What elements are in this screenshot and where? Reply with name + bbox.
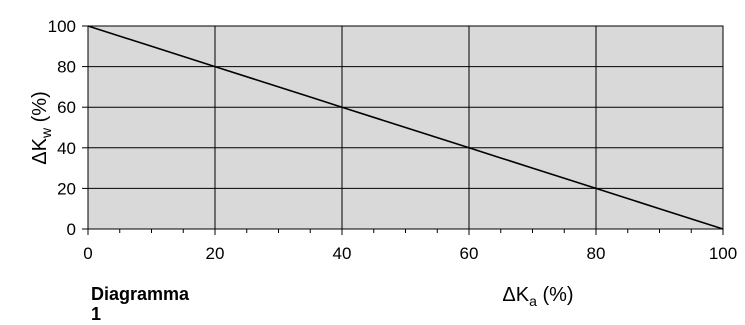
- x-tick-label: 80: [587, 244, 606, 263]
- x-tick-label: 20: [206, 244, 225, 263]
- y-tick-label: 60: [57, 98, 76, 117]
- x-axis-label-symbol: ΔK: [502, 284, 529, 306]
- y-axis-label: ΔKw (%): [29, 91, 54, 165]
- y-tick-label: 20: [57, 179, 76, 198]
- x-axis-label-subscript: a: [529, 293, 537, 309]
- x-tick-label: 100: [709, 244, 737, 263]
- y-axis-label-unit: (%): [29, 91, 51, 128]
- figure-caption: Diagramma: [91, 284, 189, 305]
- x-tick-label: 40: [333, 244, 352, 263]
- x-tick-label: 0: [83, 244, 92, 263]
- figure-caption-number: 1: [91, 304, 101, 325]
- y-tick-label: 0: [67, 220, 76, 239]
- x-axis-label: ΔKa (%): [502, 284, 573, 309]
- y-tick-label: 80: [57, 58, 76, 77]
- y-axis-label-symbol: ΔK: [29, 137, 51, 164]
- y-tick-label: 100: [48, 17, 76, 36]
- y-tick-label: 40: [57, 139, 76, 158]
- x-tick-label: 60: [460, 244, 479, 263]
- x-axis-label-unit: (%): [537, 284, 574, 306]
